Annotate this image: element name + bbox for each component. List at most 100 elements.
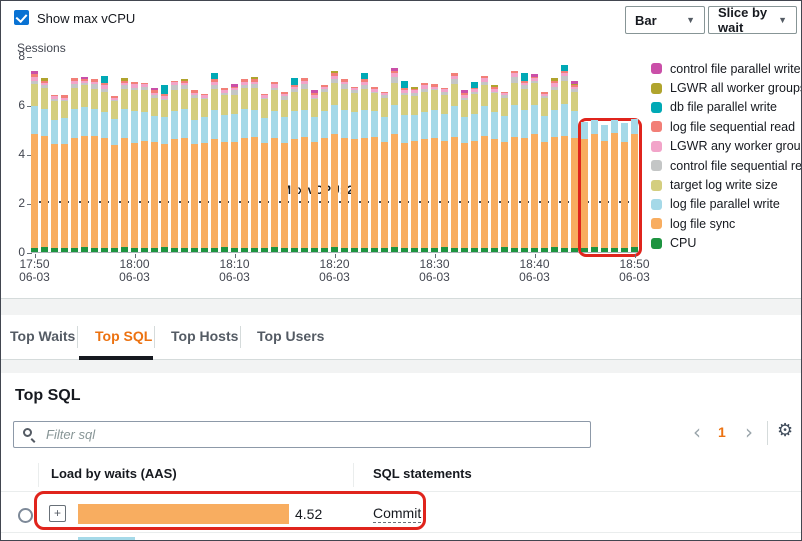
tab-top-waits[interactable]: Top Waits: [10, 328, 76, 344]
chart-bar[interactable]: [241, 79, 248, 252]
legend-item[interactable]: control file parallel write: [651, 59, 801, 78]
bar-segment: [141, 86, 148, 91]
legend-item[interactable]: CPU: [651, 234, 801, 253]
chart-bar[interactable]: [41, 78, 48, 252]
chart-bar[interactable]: [331, 71, 338, 252]
chart-bar[interactable]: [351, 86, 358, 252]
sql-statement-link[interactable]: Commit: [373, 505, 422, 523]
chart-bar[interactable]: [81, 76, 88, 252]
legend-item[interactable]: log file parallel write: [651, 195, 801, 214]
chart-bar[interactable]: [301, 78, 308, 252]
chart-bar[interactable]: [121, 78, 128, 252]
chart-bar[interactable]: [631, 118, 638, 252]
bar-segment: [381, 117, 388, 142]
tab-top-users[interactable]: Top Users: [257, 328, 325, 344]
bar-segment: [331, 247, 338, 252]
chart-type-select[interactable]: Bar ▼: [625, 6, 705, 34]
chart-bar[interactable]: [551, 78, 558, 252]
pagination-prev-button[interactable]: ‹: [693, 420, 701, 444]
chart-bar[interactable]: [231, 83, 238, 252]
chart-bar[interactable]: [141, 82, 148, 252]
chart-bar[interactable]: [381, 91, 388, 252]
legend-item[interactable]: LGWR any worker group: [651, 137, 801, 156]
chart-bar[interactable]: [371, 86, 378, 252]
chart-bar[interactable]: [421, 83, 428, 252]
chart-bar[interactable]: [521, 73, 528, 252]
chart-bar[interactable]: [101, 75, 108, 252]
chart-bar[interactable]: [531, 73, 538, 252]
chart-bar[interactable]: [71, 78, 78, 252]
chart-bar[interactable]: [601, 124, 608, 252]
chart-bar[interactable]: [501, 91, 508, 252]
legend-item[interactable]: log file sequential read: [651, 117, 801, 136]
settings-gear-icon[interactable]: ⚙: [777, 420, 794, 441]
chart-bar[interactable]: [261, 94, 268, 252]
tab-top-hosts[interactable]: Top Hosts: [171, 328, 239, 344]
chart-bar[interactable]: [161, 85, 168, 252]
bar-segment: [31, 70, 38, 75]
chart-bar[interactable]: [321, 85, 328, 252]
pagination-page-number[interactable]: 1: [718, 424, 726, 440]
chart-bar[interactable]: [131, 81, 138, 252]
bar-segment: [361, 81, 368, 86]
tab-top-sql[interactable]: Top SQL: [95, 328, 153, 344]
chart-bar[interactable]: [91, 79, 98, 252]
chart-bar[interactable]: [461, 90, 468, 252]
chart-bar[interactable]: [481, 75, 488, 252]
row-select-radio[interactable]: [18, 508, 33, 523]
bar-segment: [601, 140, 608, 249]
bar-segment: [621, 248, 628, 252]
chart-bar[interactable]: [401, 80, 408, 252]
show-max-vcpu-checkbox[interactable]: [14, 10, 29, 25]
chart-bar[interactable]: [491, 84, 498, 252]
legend-item[interactable]: target log write size: [651, 175, 801, 194]
pagination-next-button[interactable]: ›: [745, 420, 753, 444]
chart-bar[interactable]: [31, 70, 38, 252]
bar-segment: [111, 97, 118, 101]
legend-item[interactable]: LGWR all worker groups: [651, 78, 801, 97]
db-load-chart[interactable]: Max vCPU: 2: [31, 57, 642, 257]
expand-row-button[interactable]: +: [49, 505, 66, 522]
chart-bar[interactable]: [511, 70, 518, 252]
chart-bar[interactable]: [171, 80, 178, 252]
legend-item[interactable]: log file sync: [651, 214, 801, 233]
chart-bar[interactable]: [151, 87, 158, 252]
chart-bar[interactable]: [311, 90, 318, 252]
chart-bar[interactable]: [271, 81, 278, 252]
chart-bar[interactable]: [251, 76, 258, 252]
chart-bar[interactable]: [431, 84, 438, 252]
chart-bar[interactable]: [581, 122, 588, 252]
chart-bar[interactable]: [181, 78, 188, 252]
chart-bar[interactable]: [211, 73, 218, 252]
chart-bar[interactable]: [291, 78, 298, 252]
chart-bar[interactable]: [191, 90, 198, 252]
chart-bar[interactable]: [611, 119, 618, 252]
bar-segment: [281, 91, 288, 95]
bar-segment: [461, 100, 468, 118]
chart-bar[interactable]: [111, 96, 118, 252]
bar-segment: [101, 83, 108, 86]
bar-segment: [551, 136, 558, 248]
chart-bar[interactable]: [621, 123, 628, 252]
chart-bar[interactable]: [571, 81, 578, 252]
chart-bar[interactable]: [221, 87, 228, 252]
chart-bar[interactable]: [361, 73, 368, 252]
legend-item[interactable]: control file sequential read: [651, 156, 801, 175]
chart-bar[interactable]: [51, 95, 58, 252]
chart-bar[interactable]: [281, 91, 288, 252]
legend-item[interactable]: db file parallel write: [651, 98, 801, 117]
bar-segment: [451, 136, 458, 249]
chart-bar[interactable]: [541, 91, 548, 252]
chart-bar[interactable]: [341, 79, 348, 252]
chart-bar[interactable]: [451, 73, 458, 252]
chart-bar[interactable]: [61, 95, 68, 252]
chart-bar[interactable]: [201, 94, 208, 252]
chart-bar[interactable]: [391, 67, 398, 252]
filter-sql-input[interactable]: [13, 421, 591, 448]
chart-bar[interactable]: [561, 64, 568, 252]
chart-bar[interactable]: [411, 86, 418, 252]
chart-bar[interactable]: [471, 81, 478, 252]
chart-bar[interactable]: [441, 87, 448, 252]
chart-bar[interactable]: [591, 119, 598, 252]
slice-by-select[interactable]: Slice by wait ▼: [708, 5, 797, 35]
